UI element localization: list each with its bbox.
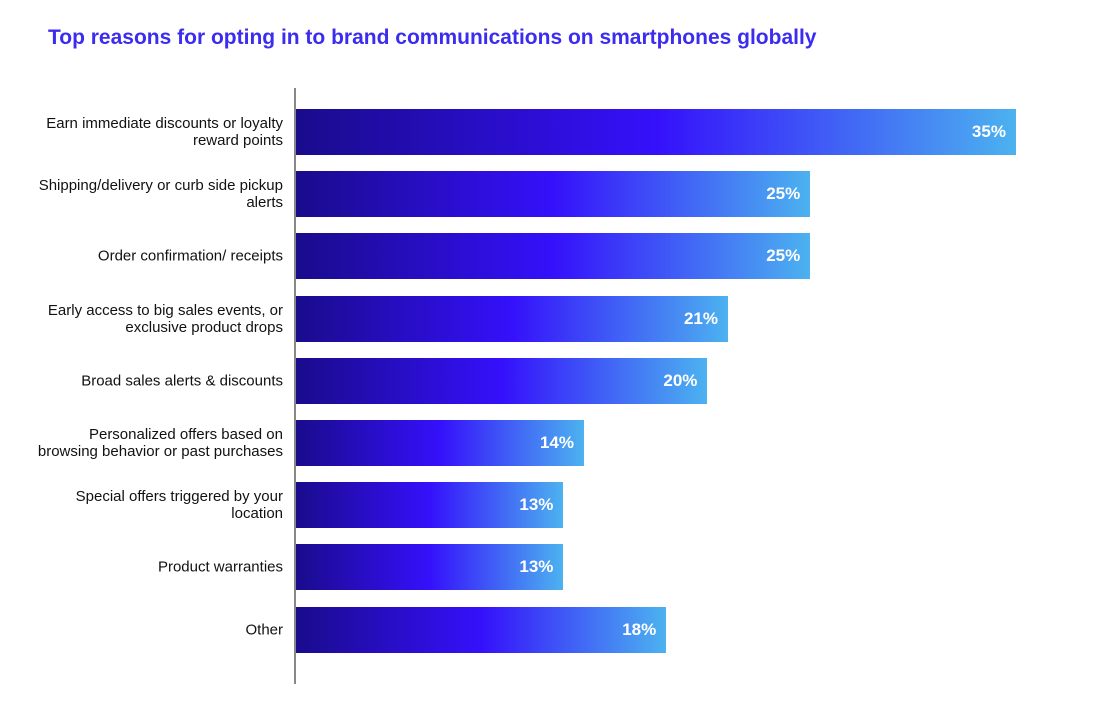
value-label: 25% bbox=[766, 246, 801, 266]
value-label: 18% bbox=[622, 619, 657, 639]
value-label: 21% bbox=[683, 308, 718, 328]
bar: 35% bbox=[296, 109, 1016, 155]
bar: 20% bbox=[296, 357, 708, 404]
value-label: 35% bbox=[971, 122, 1006, 141]
bar: 25% bbox=[296, 171, 811, 218]
value-label: 13% bbox=[519, 557, 554, 577]
category-label: Other bbox=[245, 621, 283, 639]
bar: 13% bbox=[296, 544, 564, 591]
category-label: Special offers triggered by your locatio… bbox=[75, 488, 283, 523]
bar: 14% bbox=[296, 420, 584, 466]
axis-line bbox=[294, 88, 296, 684]
bar: 13% bbox=[296, 482, 564, 529]
chart-title: Top reasons for opting in to brand commu… bbox=[48, 26, 817, 49]
category-label: Broad sales alerts & discounts bbox=[81, 372, 283, 390]
value-label: 20% bbox=[663, 370, 698, 390]
bar: 18% bbox=[296, 606, 667, 653]
value-label: 25% bbox=[766, 184, 801, 204]
value-label: 14% bbox=[539, 433, 574, 452]
category-label: Order confirmation/ receipts bbox=[97, 247, 283, 265]
category-label: Product warranties bbox=[157, 558, 283, 576]
bar: 21% bbox=[296, 295, 728, 342]
category-label: Personalized offers based on browsing be… bbox=[37, 426, 283, 460]
value-label: 13% bbox=[519, 495, 554, 515]
category-label: Earn immediate discounts or loyalty rewa… bbox=[46, 115, 283, 149]
bar: 25% bbox=[296, 233, 811, 280]
category-label: Early access to big sales events, or exc… bbox=[47, 301, 283, 336]
category-label: Shipping/delivery or curb side pickup al… bbox=[38, 177, 283, 212]
